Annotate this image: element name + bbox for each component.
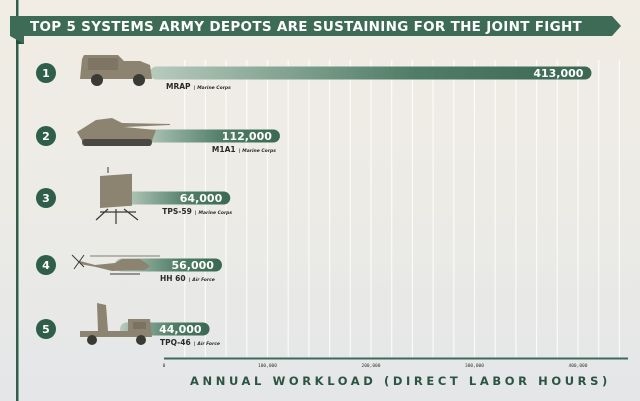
- rank-number: 3: [42, 192, 50, 205]
- rank-number: 2: [42, 130, 50, 143]
- bar: [140, 129, 280, 143]
- bar-value-label: 64,000: [180, 192, 223, 205]
- bar-row-m1a1: 2 112,000 M1A1 | Marine Corps: [36, 118, 280, 154]
- service-branch: Air Force: [191, 277, 215, 283]
- system-label: M1A1 | Marine Corps: [212, 145, 276, 154]
- x-axis-line: [164, 357, 628, 360]
- rank-number: 4: [42, 259, 50, 272]
- bar-row-tps-59: 3 64,000 TPS-59 | Marine Corps: [36, 167, 232, 224]
- system-name: HH 60: [160, 274, 186, 283]
- tank-icon: [77, 118, 170, 146]
- rank-badge: [36, 188, 56, 208]
- rank-badge: [36, 319, 56, 339]
- service-branch: Marine Corps: [197, 85, 231, 91]
- system-label: TPQ-46 | Air Force: [160, 338, 220, 347]
- service-branch: Air Force: [196, 341, 220, 347]
- rank-badge: [36, 255, 56, 275]
- bar-row-tpq-46: 5 44,000 TPQ-46 | Air Force: [36, 303, 220, 347]
- bar-value-label: 413,000: [533, 67, 583, 80]
- x-axis: 0 100,000 200,000 300,000 400,000 ANNUAL WOR…: [163, 357, 628, 388]
- x-tick-label: 0: [163, 363, 166, 369]
- rank-number: 1: [42, 67, 50, 80]
- system-name: MRAP: [166, 82, 191, 91]
- gridlines: [184, 60, 621, 357]
- left-rule: [16, 0, 19, 401]
- x-tick-label: 400,000: [569, 363, 588, 369]
- radar-icon: [95, 167, 139, 224]
- service-branch: Marine Corps: [198, 210, 232, 216]
- bar-row-mrap: 1 413,000 MRAP | Marine Corps: [36, 55, 592, 91]
- helicopter-icon: [71, 254, 160, 275]
- bar: [150, 66, 592, 80]
- system-name: TPQ-46: [160, 338, 191, 347]
- system-name: TPS-59: [162, 207, 192, 216]
- bar-value-label: 56,000: [172, 259, 215, 272]
- rank-badge: [36, 126, 56, 146]
- x-axis-title: ANNUAL WORKLOAD (DIRECT LABOR HOURS): [190, 374, 611, 388]
- mrap-vehicle-icon: [80, 55, 152, 86]
- title-banner: TOP 5 SYSTEMS ARMY DEPOTS ARE SUSTAINING…: [5, 16, 621, 44]
- x-tick-label: 100,000: [258, 363, 277, 369]
- bar-value-label: 44,000: [159, 323, 202, 336]
- x-tick-label: 300,000: [465, 363, 484, 369]
- radar-truck-icon: [80, 303, 152, 345]
- bar: [125, 191, 231, 205]
- bar-value-label: 112,000: [222, 130, 272, 143]
- service-branch: Marine Corps: [242, 148, 276, 154]
- system-label: TPS-59 | Marine Corps: [162, 207, 232, 216]
- x-tick-label: 200,000: [362, 363, 381, 369]
- rank-badge: [36, 63, 56, 83]
- chart-title: TOP 5 SYSTEMS ARMY DEPOTS ARE SUSTAINING…: [30, 19, 583, 35]
- bar-row-hh-60: 4 56,000 HH 60 | Air Force: [36, 254, 222, 283]
- system-label: MRAP | Marine Corps: [166, 82, 231, 91]
- rank-number: 5: [42, 323, 50, 336]
- system-name: M1A1: [212, 145, 236, 154]
- system-label: HH 60 | Air Force: [160, 274, 215, 283]
